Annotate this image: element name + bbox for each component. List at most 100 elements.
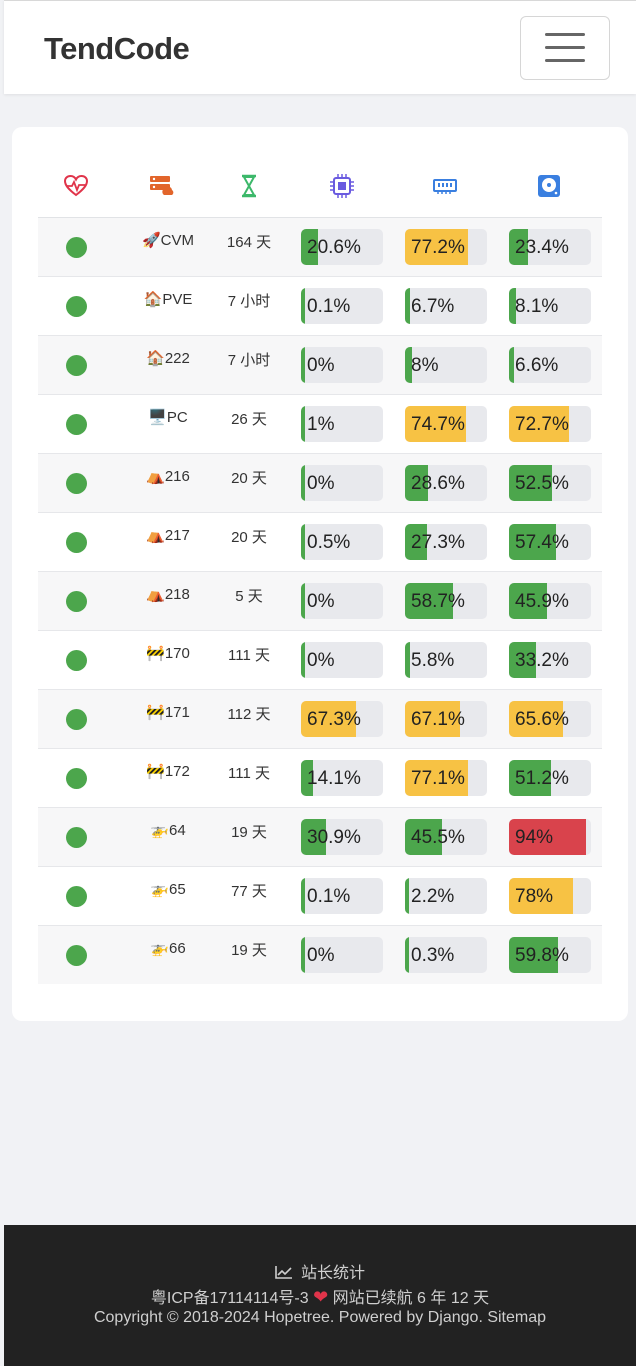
heart-icon: ❤ [313,1287,329,1307]
server-name: 🚁66 [126,939,210,957]
mem-usage-fill [405,229,469,265]
menu-toggle-button[interactable] [520,16,610,80]
disk-usage-bar: 78% [509,878,591,914]
cpu-usage-label: 0% [307,945,335,966]
mem-usage-label: 6.7% [411,296,455,317]
disk-usage-fill [509,583,547,619]
mem-usage-bar: 58.7% [405,583,487,619]
mem-usage-fill [405,347,412,383]
disk-usage-label: 94% [515,827,554,848]
disk-usage-bar: 8.1% [509,288,591,324]
server-emoji: 🚧 [146,645,165,662]
server-icon [150,176,174,195]
cpu-usage-fill [301,583,305,619]
server-name: 🚧171 [126,703,210,721]
mem-usage-label: 8% [411,355,439,376]
table-row: 🚧170 111 天 0% 5.8% 33.2% [38,631,602,690]
mem-usage-fill [405,406,467,442]
mem-usage-fill [405,583,454,619]
server-name: 🚧170 [126,644,210,662]
cpu-usage-fill [301,642,305,678]
disk-usage-fill [509,642,537,678]
cpu-usage-fill [301,229,318,265]
status-online-icon [66,473,87,494]
server-emoji: 🚁 [150,940,169,957]
icp-link[interactable]: 粤ICP备17114114号-3 [150,1290,309,1307]
mem-usage-label: 77.1% [411,768,465,789]
server-emoji: ⛺ [146,468,165,485]
mem-usage-bar: 77.2% [405,229,487,265]
cpu-usage-bar: 20.6% [301,229,383,265]
disk-usage-bar: 23.4% [509,229,591,265]
mem-usage-fill [405,465,429,501]
server-name: ⛺216 [126,467,210,485]
site-stats-link[interactable]: 站长统计 [4,1259,636,1283]
disk-usage-bar: 45.9% [509,583,591,619]
brand-logo[interactable]: TendCode [44,31,190,66]
server-emoji: 🚧 [146,763,165,780]
server-emoji: ⛺ [146,527,165,544]
cpu-usage-bar: 67.3% [301,701,383,737]
mem-usage-bar: 27.3% [405,524,487,560]
server-uptime: 77 天 [231,883,267,900]
mem-usage-fill [405,701,461,737]
disk-usage-fill [509,524,557,560]
mem-usage-bar: 74.7% [405,406,487,442]
server-name: 🏠222 [126,349,210,367]
cpu-usage-fill [301,465,305,501]
cpu-usage-label: 0% [307,473,335,494]
mem-usage-fill [405,819,443,855]
server-table-body: 🚀CVM 164 天 20.6% 77.2% 23.4% 🏠PVE 7 小时 0.1% 6.7%… [38,218,602,984]
server-uptime: 111 天 [228,765,270,782]
hourglass-icon [242,174,256,198]
disk-usage-bar: 57.4% [509,524,591,560]
server-uptime: 111 天 [228,647,270,664]
table-row: ⛺217 20 天 0.5% 27.3% 57.4% [38,513,602,572]
navbar: TendCode [4,0,636,94]
cpu-usage-label: 67.3% [307,709,361,730]
server-uptime: 20 天 [231,470,267,487]
mem-usage-label: 58.7% [411,591,465,612]
cpu-usage-bar: 0% [301,642,383,678]
mem-usage-bar: 28.6% [405,465,487,501]
disk-usage-label: 45.9% [515,591,569,612]
server-emoji: 🚀 [141,232,161,249]
table-row: 🚧171 112 天 67.3% 67.1% 65.6% [38,690,602,749]
disk-usage-bar: 65.6% [509,701,591,737]
mem-usage-label: 2.2% [411,886,455,907]
server-name: 🚀CVM [126,231,210,249]
status-online-icon [66,886,87,907]
chart-line-icon [275,1266,292,1279]
cpu-usage-bar: 30.9% [301,819,383,855]
disk-usage-fill [509,878,573,914]
cpu-usage-label: 1% [307,414,335,435]
footer-info: 粤ICP备17114114号-3 ❤ 网站已续航 6 年 12 天 [4,1284,636,1308]
disk-usage-fill [509,760,551,796]
server-emoji: 🚁 [150,822,169,839]
table-row: 🚧172 111 天 14.1% 77.1% 51.2% [38,749,602,808]
cpu-usage-fill [301,937,305,973]
status-online-icon [66,827,87,848]
server-name-label: 222 [164,350,190,367]
cpu-usage-fill [301,347,305,383]
mem-usage-fill [405,524,428,560]
copyright: Copyright © 2018-2024 Hopetree. Powered … [93,1309,547,1326]
disk-usage-label: 78% [515,886,554,907]
table-row: 🚁64 19 天 30.9% 45.5% 94% [38,808,602,867]
disk-usage-fill [509,406,569,442]
disk-usage-label: 59.8% [515,945,569,966]
server-status-card: 🚀CVM 164 天 20.6% 77.2% 23.4% 🏠PVE 7 小时 0.1% 6.7%… [12,127,628,1021]
status-online-icon [66,296,87,317]
server-name: 🏠PVE [126,290,210,308]
cpu-usage-label: 0% [307,650,335,671]
server-name: ⛺217 [126,526,210,544]
disk-usage-bar: 72.7% [509,406,591,442]
cpu-usage-bar: 0.5% [301,524,383,560]
cpu-usage-bar: 14.1% [301,760,383,796]
disk-usage-fill [509,288,516,324]
cpu-usage-fill [301,701,357,737]
server-uptime: 19 天 [231,942,267,959]
disk-usage-fill [509,347,515,383]
table-row: ⛺216 20 天 0% 28.6% 52.5% [38,454,602,513]
server-name-label: 66 [169,940,186,957]
